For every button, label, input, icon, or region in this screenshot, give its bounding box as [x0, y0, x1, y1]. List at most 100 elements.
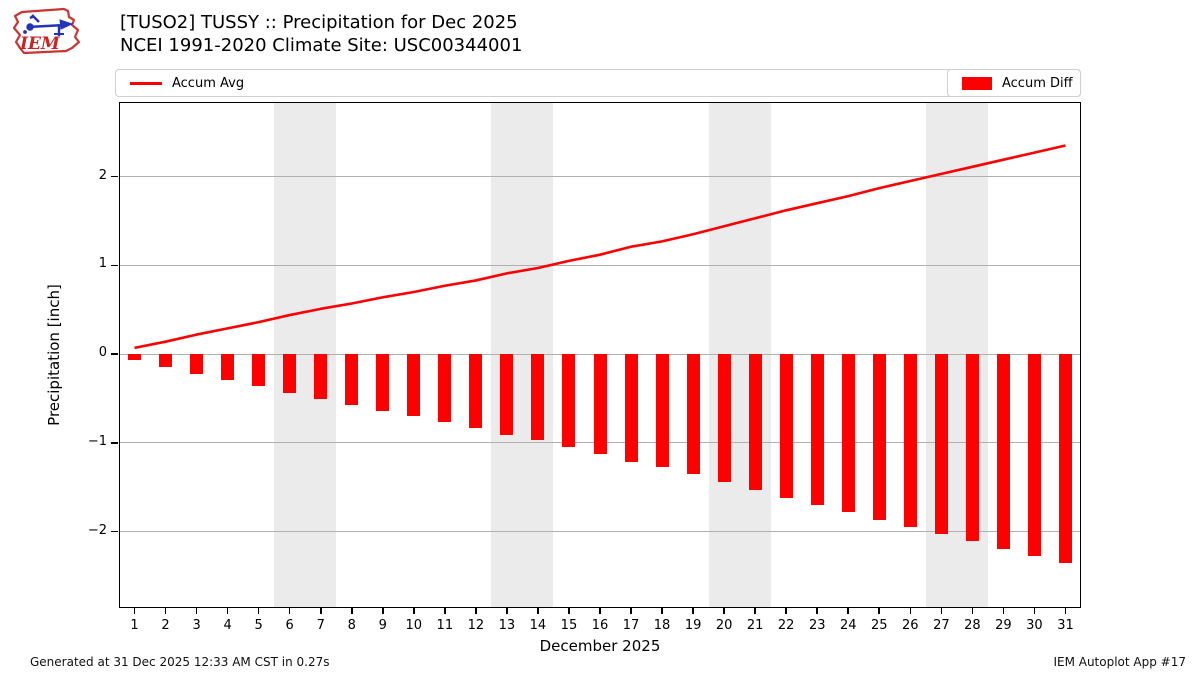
accum-diff-bar-swatch [962, 76, 992, 90]
x-tick [350, 608, 353, 614]
x-tick-label: 24 [839, 618, 857, 633]
accum-diff-bar [314, 354, 328, 400]
chart-title: [TUSO2] TUSSY :: Precipitation for Dec 2… [120, 12, 518, 33]
app-credit: IEM Autoplot App #17 [1053, 655, 1186, 669]
y-tick [111, 353, 118, 355]
plot-area: Precipitation [inch] December 2025 −2 −1 0… [45, 102, 1081, 655]
x-tick-label: 5 [254, 618, 263, 633]
accum-diff-bar [965, 354, 979, 542]
x-tick-label: 11 [436, 618, 454, 633]
accum-diff-bar [1058, 354, 1072, 563]
y-gridline [119, 176, 1081, 178]
x-tick-label: 22 [777, 618, 795, 633]
logo-text: IEM [19, 34, 61, 54]
x-tick [257, 608, 260, 614]
y-tick-label: 0 [98, 345, 107, 361]
x-tick [381, 608, 384, 614]
x-tick-label: 18 [653, 618, 671, 633]
x-tick-label: 3 [192, 618, 201, 633]
accum-diff-bar [128, 354, 142, 361]
x-tick [475, 608, 477, 614]
y-tick-label: −1 [87, 433, 107, 449]
accum-avg-label: Accum Avg [172, 75, 245, 91]
weather-vane-icon [23, 14, 74, 36]
accum-diff-bar [655, 354, 669, 467]
x-tick [816, 608, 819, 614]
y-gridline [119, 264, 1081, 266]
x-tick [164, 608, 167, 614]
accum-diff-bar [1027, 354, 1041, 556]
accum-diff-bar [779, 354, 793, 498]
x-tick-label: 16 [591, 618, 609, 633]
y-tick-label: 2 [98, 167, 107, 183]
x-tick-label: 14 [529, 618, 547, 633]
x-tick [537, 608, 539, 614]
iem-logo: IEM [12, 7, 81, 55]
accum-diff-bar [159, 354, 173, 367]
title-block: [TUSO2] TUSSY :: Precipitation for Dec 2… [120, 11, 522, 57]
accum-diff-bar [686, 354, 700, 474]
x-tick-label: 2 [161, 618, 170, 633]
iowa-outline [12, 7, 81, 55]
accum-diff-bar [562, 354, 576, 448]
generated-timestamp: Generated at 31 Dec 2025 12:33 AM CST in… [30, 655, 330, 669]
accum-diff-bar [469, 354, 483, 428]
x-tick-label: 10 [405, 618, 423, 633]
x-tick [288, 608, 291, 614]
y-tick [111, 264, 118, 267]
x-tick [971, 608, 974, 614]
accum-diff-bar [345, 354, 359, 405]
accum-diff-bar [283, 354, 297, 394]
x-tick-label: 26 [902, 618, 919, 633]
x-tick-label: 25 [871, 618, 888, 633]
x-tick [940, 608, 943, 614]
x-tick-label: 15 [560, 618, 578, 633]
x-tick-label: 1 [130, 618, 139, 633]
x-tick [444, 608, 446, 614]
accum-avg-line [134, 144, 1066, 350]
x-tick-label: 20 [715, 618, 733, 633]
y-tick-label: 1 [98, 256, 107, 272]
x-tick [1064, 608, 1067, 614]
accum-diff-bar [190, 354, 204, 374]
x-tick-label: 31 [1057, 618, 1074, 633]
x-axis-title: December 2025 [539, 637, 661, 655]
x-tick-label: 30 [1026, 618, 1043, 633]
accum-diff-bar [841, 354, 855, 513]
accum-diff-bar [407, 354, 421, 417]
chart-subtitle: NCEI 1991-2020 Climate Site: USC00344001 [120, 35, 523, 56]
x-tick [1002, 608, 1005, 614]
x-tick [133, 608, 136, 614]
x-tick-label: 21 [746, 618, 764, 633]
x-tick-label: 29 [995, 618, 1012, 633]
x-tick [1033, 608, 1036, 614]
accum-diff-bar [903, 354, 917, 528]
accum-diff-bar [934, 354, 948, 535]
x-tick [506, 608, 508, 614]
x-tick [723, 608, 725, 614]
y-tick [111, 530, 118, 533]
x-tick-label: 27 [933, 618, 950, 633]
accum-diff-bar [624, 354, 638, 462]
legend: Accum Avg Accum Diff [115, 69, 1081, 97]
x-tick [319, 608, 322, 614]
x-tick-label: 4 [223, 618, 232, 633]
accum-diff-bar [872, 354, 886, 521]
legend-item-accum-diff: Accum Diff [947, 69, 1081, 97]
accum-diff-bar [996, 354, 1010, 549]
accum-diff-bar [748, 354, 762, 490]
x-tick [630, 608, 632, 614]
y-gridline [119, 531, 1081, 533]
accum-diff-bar [221, 354, 235, 380]
accum-diff-bar [717, 354, 731, 482]
x-tick [878, 608, 881, 614]
accum-diff-bar [593, 354, 607, 454]
y-tick [111, 442, 118, 444]
accum-diff-bar [252, 354, 266, 387]
x-tick [568, 608, 570, 614]
x-tick [909, 608, 912, 614]
x-tick [785, 608, 787, 614]
legend-item-accum-avg: Accum Avg [130, 70, 244, 96]
accum-diff-bar [376, 354, 390, 411]
